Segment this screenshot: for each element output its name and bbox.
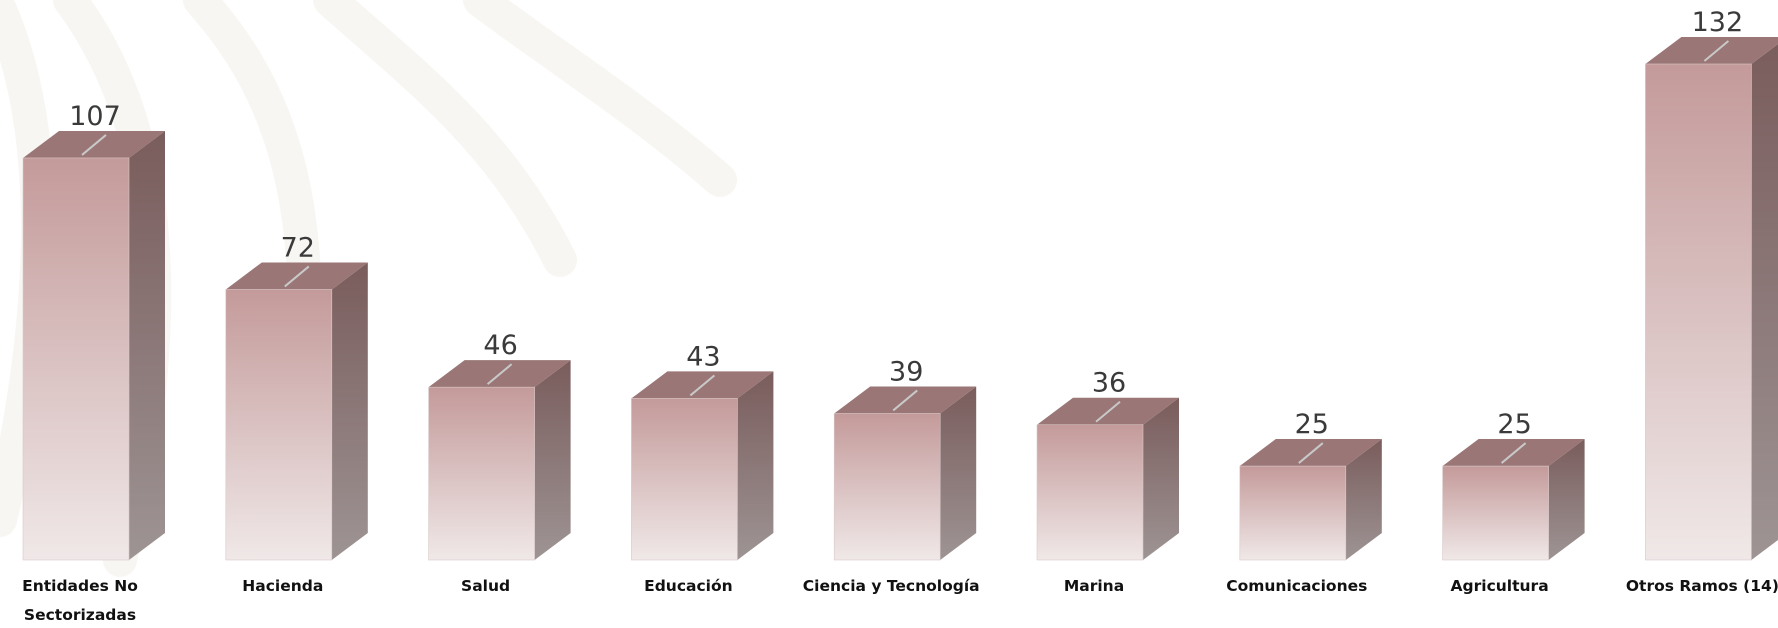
value-label: 25 <box>1497 409 1531 440</box>
bar-front-face <box>1239 465 1347 561</box>
bar-front-face <box>22 157 130 561</box>
bar <box>225 262 368 561</box>
bar-front-face <box>1645 63 1752 561</box>
bar-front-face <box>428 386 535 561</box>
value-label: 43 <box>686 341 720 372</box>
value-label: 36 <box>1092 368 1126 399</box>
bar <box>1645 37 1778 561</box>
category-labels: Entidades No Sectorizadas Hacienda Salud Edu… <box>22 577 1778 624</box>
category-label-line: Marina <box>1064 577 1124 595</box>
watermark-stroke <box>313 0 577 277</box>
value-leader-line <box>689 374 716 397</box>
value-leader-line <box>486 363 513 385</box>
category-label: Ciencia y Tecnología <box>803 577 980 595</box>
value-label: 132 <box>1692 7 1744 38</box>
bar-top-face <box>1645 37 1778 64</box>
value-leader-line <box>81 134 107 156</box>
category-label-line: Otros Ramos (14) <box>1626 577 1778 595</box>
bar-front-face <box>1036 424 1144 561</box>
value-label: 25 <box>1295 409 1329 440</box>
category-label: Salud <box>461 577 510 595</box>
bar-side-face <box>129 130 165 560</box>
category-label: Agricultura <box>1451 577 1549 595</box>
bar <box>1239 439 1382 561</box>
category-label-line: Entidades No <box>22 577 138 595</box>
bar <box>1442 439 1585 561</box>
bar-side-face <box>1751 44 1778 560</box>
watermark-stroke <box>463 0 737 197</box>
bar <box>833 386 977 561</box>
bar-side-face <box>1143 397 1179 560</box>
value-leader-line <box>892 389 918 412</box>
bar-side-face <box>1345 439 1382 560</box>
bar-front-face <box>833 413 941 561</box>
value-leader-line <box>1703 40 1730 62</box>
value-leader-line <box>1298 442 1324 464</box>
category-label: Entidades No Sectorizadas <box>22 577 138 623</box>
bar-side-face <box>940 386 977 560</box>
category-label: Otros Ramos (14) <box>1626 577 1778 595</box>
value-label: 72 <box>281 232 315 263</box>
value-leader-line <box>1500 442 1527 464</box>
category-label: Marina <box>1064 577 1124 595</box>
bar <box>1036 397 1179 561</box>
category-label-line: Hacienda <box>242 577 323 595</box>
value-label: 39 <box>889 356 923 387</box>
value-labels: 107 72 46 43 39 36 25 25 132 <box>69 7 1743 440</box>
category-label: Comunicaciones <box>1226 577 1367 595</box>
category-label: Educación <box>644 577 733 595</box>
category-label-line: Educación <box>644 577 733 595</box>
value-leader-line <box>284 265 310 288</box>
bar-series <box>22 37 1778 561</box>
category-label-line: Comunicaciones <box>1226 577 1367 595</box>
bar-front-face <box>1442 465 1549 561</box>
category-label-line: Ciencia y Tecnología <box>803 577 980 595</box>
bar <box>631 371 774 561</box>
category-label-line: Sectorizadas <box>24 606 136 623</box>
bar-side-face <box>331 262 368 560</box>
bar-side-face <box>534 360 571 560</box>
bar-side-face <box>737 371 774 560</box>
value-leader-line <box>1095 400 1121 423</box>
bar-front-face <box>225 289 333 561</box>
bar <box>22 130 165 561</box>
value-label: 107 <box>69 101 121 132</box>
value-label: 46 <box>483 330 517 361</box>
bar-front-face <box>631 398 738 561</box>
bar-side-face <box>1548 439 1585 560</box>
category-label-line: Salud <box>461 577 510 595</box>
category-label-line: Agricultura <box>1451 577 1549 595</box>
category-label: Hacienda <box>242 577 323 595</box>
bar <box>428 360 571 561</box>
